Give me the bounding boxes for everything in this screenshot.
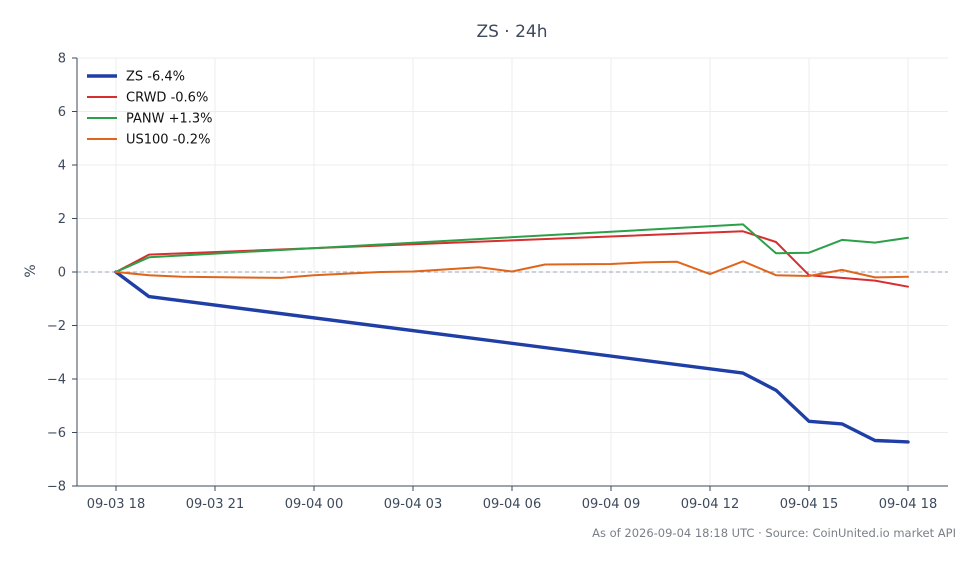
x-tick-label: 09-04 18 (879, 497, 937, 512)
x-ticks: 09-03 18 09-03 21 09-04 00 09-04 03 09-04 06… (87, 486, 937, 512)
x-tick-label: 09-04 00 (285, 497, 343, 512)
y-tick-label: −2 (47, 319, 66, 334)
series (114, 223, 910, 444)
y-axis-label: % (23, 264, 39, 277)
y-tick-label: 8 (58, 52, 66, 67)
series-line-3 (115, 260, 909, 279)
x-tick-label: 09-04 03 (384, 497, 442, 512)
legend-label: PANW +1.3% (126, 112, 213, 127)
x-tick-label: 09-04 12 (681, 497, 739, 512)
source-footnote: As of 2026-09-04 18:18 UTC · Source: Coi… (592, 526, 956, 540)
x-tick-label: 09-03 21 (186, 497, 244, 512)
series-line-0 (114, 270, 910, 444)
y-tick-label: 2 (58, 212, 66, 227)
x-tick-label: 09-04 15 (780, 497, 838, 512)
x-tick-label: 09-04 06 (483, 497, 541, 512)
legend: ZS -6.4% CRWD -0.6% PANW +1.3% US100 -0.2% (87, 70, 213, 148)
series-line-1 (115, 230, 909, 288)
y-tick-label: −4 (47, 373, 66, 388)
y-tick-label: 6 (58, 105, 66, 120)
x-tick-label: 09-03 18 (87, 497, 145, 512)
series-line-2 (115, 223, 909, 273)
y-tick-label: −6 (47, 426, 66, 441)
y-tick-label: −8 (47, 480, 66, 495)
chart-title: ZS · 24h (476, 22, 547, 42)
y-tick-label: 4 (58, 159, 66, 174)
legend-label: ZS -6.4% (126, 70, 185, 85)
y-tick-label: 0 (58, 266, 66, 281)
legend-label: CRWD -0.6% (126, 91, 208, 106)
y-ticks: 8 6 4 2 0 −2 −4 −6 −8 (47, 52, 77, 495)
legend-label: US100 -0.2% (126, 133, 210, 148)
x-tick-label: 09-04 09 (582, 497, 640, 512)
